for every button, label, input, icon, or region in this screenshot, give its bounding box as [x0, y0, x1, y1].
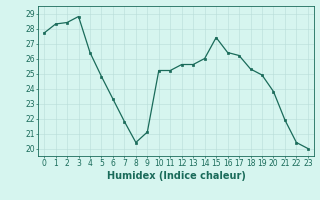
X-axis label: Humidex (Indice chaleur): Humidex (Indice chaleur)	[107, 171, 245, 181]
